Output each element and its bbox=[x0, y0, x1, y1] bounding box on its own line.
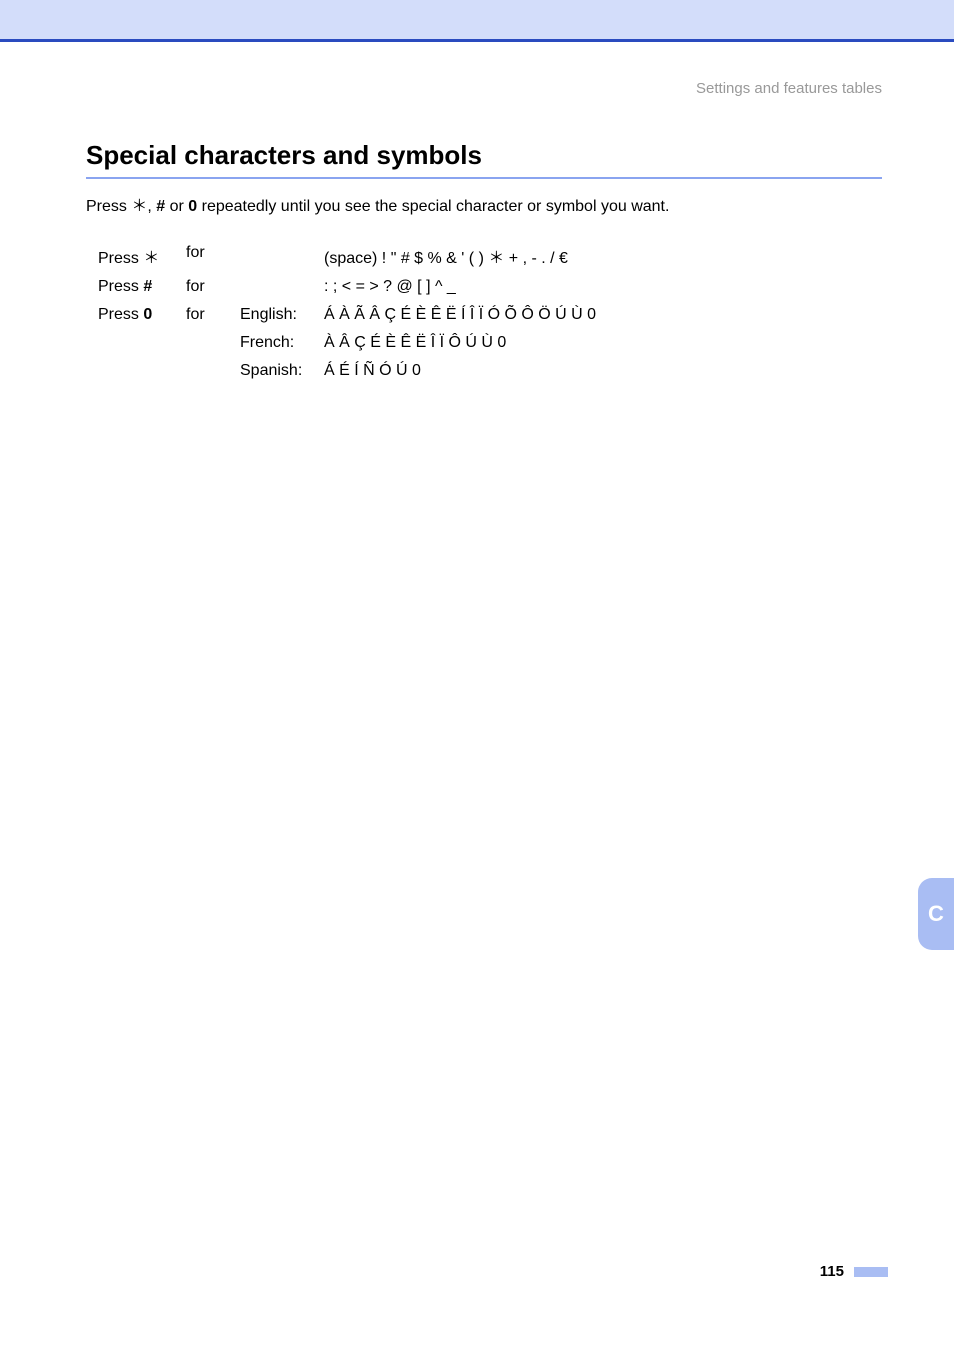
running-head: Settings and features tables bbox=[696, 80, 882, 97]
hash-key: # bbox=[156, 198, 165, 215]
press-cell bbox=[98, 330, 184, 356]
for-cell bbox=[186, 358, 238, 384]
key-symbol: ＊ bbox=[143, 250, 159, 267]
press-cell: Press ＊ bbox=[98, 240, 184, 272]
page-number: 115 bbox=[820, 1263, 844, 1280]
table-row: French: À Â Ç É È Ê Ë Î Ï Ô Ú Ù 0 bbox=[98, 330, 602, 356]
top-bar bbox=[0, 0, 954, 42]
table-row: Press # for : ; < = > ? @ [ ] ^ _ bbox=[98, 274, 602, 300]
key-symbol: # bbox=[143, 278, 152, 295]
chars-cell: : ; < = > ? @ [ ] ^ _ bbox=[324, 274, 602, 300]
chars-cell: Á É Í Ñ Ó Ú 0 bbox=[324, 358, 602, 384]
intro-text: , bbox=[147, 198, 156, 215]
for-cell: for bbox=[186, 274, 238, 300]
chars-cell: (space) ! " # $ % & ' ( ) ＊ + , - . / € bbox=[324, 240, 602, 272]
press-cell bbox=[98, 358, 184, 384]
chars-cell: Á À Ã Â Ç É È Ê Ë Í Î Ï Ó Õ Ô Ö Ú Ù 0 bbox=[324, 302, 602, 328]
page-number-wrap: 115 bbox=[820, 1263, 888, 1280]
for-cell: for bbox=[186, 302, 238, 328]
table-row: Press 0 for English: Á À Ã Â Ç É È Ê Ë Í… bbox=[98, 302, 602, 328]
lang-cell: French: bbox=[240, 330, 322, 356]
zero-key: 0 bbox=[188, 198, 197, 215]
lang-cell bbox=[240, 240, 322, 272]
press-cell: Press # bbox=[98, 274, 184, 300]
press-cell: Press 0 bbox=[98, 302, 184, 328]
heading-rule bbox=[86, 177, 882, 179]
lang-cell: Spanish: bbox=[240, 358, 322, 384]
characters-table: Press ＊ for (space) ! " # $ % & ' ( ) ＊ … bbox=[96, 238, 604, 386]
chars-cell: À Â Ç É È Ê Ë Î Ï Ô Ú Ù 0 bbox=[324, 330, 602, 356]
intro-text: or bbox=[165, 198, 188, 215]
key-symbol: 0 bbox=[143, 306, 152, 323]
page: Settings and features tables Special cha… bbox=[0, 0, 954, 1350]
section-tab: C bbox=[918, 878, 954, 950]
intro-paragraph: Press ＊, # or 0 repeatedly until you see… bbox=[86, 196, 882, 218]
section-heading: Special characters and symbols bbox=[86, 140, 882, 179]
page-number-bar bbox=[854, 1267, 888, 1277]
star-symbol: ＊ bbox=[131, 198, 147, 215]
table-row: Press ＊ for (space) ! " # $ % & ' ( ) ＊ … bbox=[98, 240, 602, 272]
for-cell bbox=[186, 330, 238, 356]
press-label: Press bbox=[98, 306, 143, 323]
intro-text: Press bbox=[86, 198, 131, 215]
lang-cell bbox=[240, 274, 322, 300]
lang-cell: English: bbox=[240, 302, 322, 328]
press-label: Press bbox=[98, 250, 143, 267]
intro-text: repeatedly until you see the special cha… bbox=[197, 198, 669, 215]
for-cell: for bbox=[186, 240, 238, 272]
press-label: Press bbox=[98, 278, 143, 295]
table-row: Spanish: Á É Í Ñ Ó Ú 0 bbox=[98, 358, 602, 384]
section-heading-text: Special characters and symbols bbox=[86, 140, 882, 177]
